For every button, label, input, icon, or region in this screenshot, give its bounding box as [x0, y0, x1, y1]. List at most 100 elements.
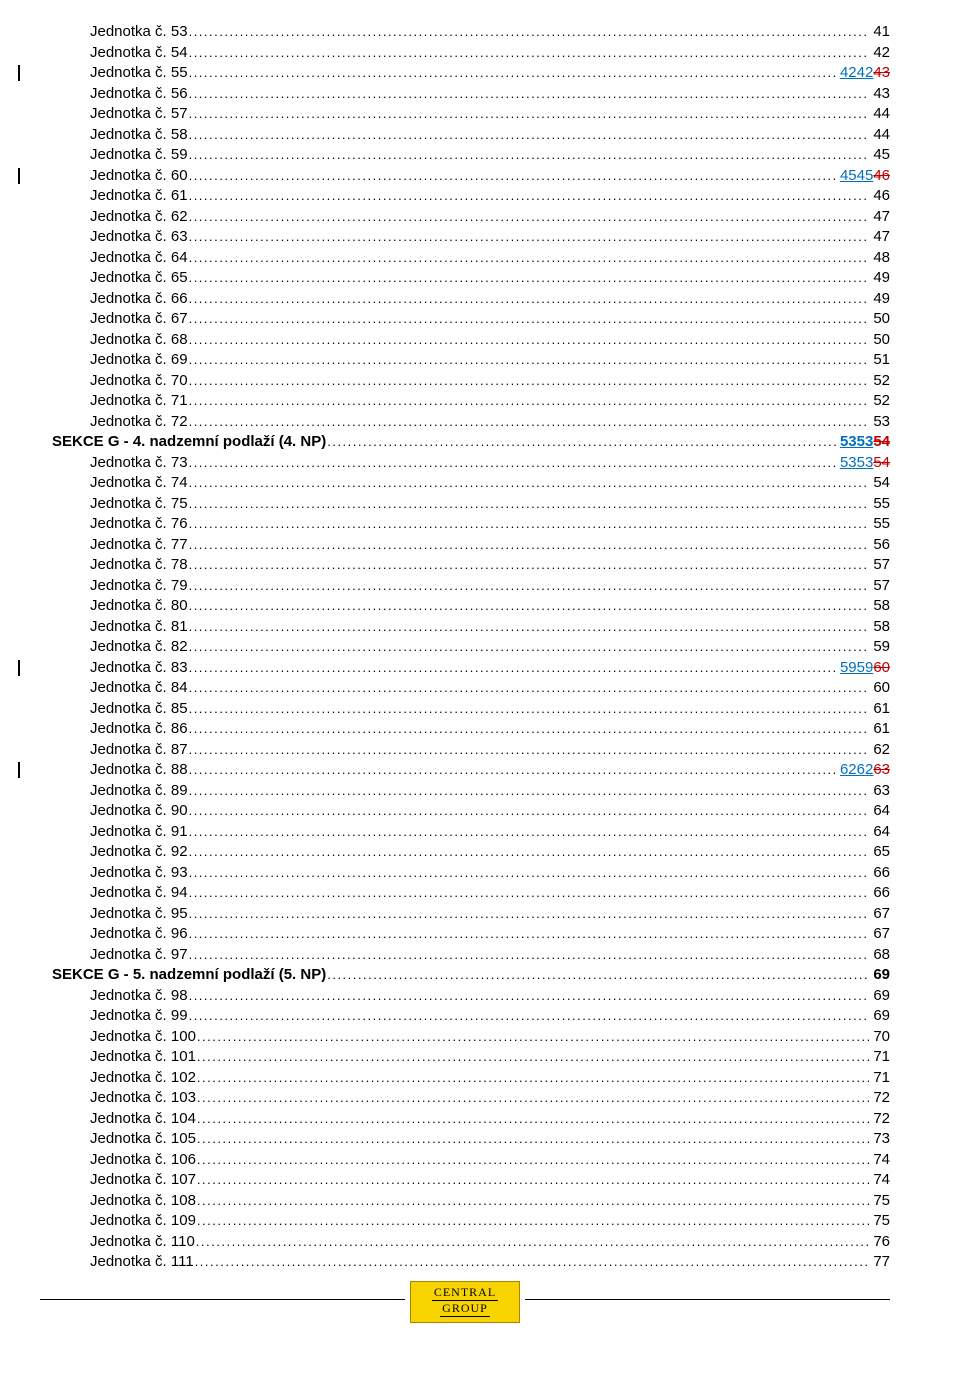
- logo-line-2: GROUP: [440, 1302, 490, 1317]
- toc-entry-label: Jednotka č. 64: [90, 248, 188, 269]
- toc-row: Jednotka č. 65 49: [40, 268, 890, 289]
- toc-page-number: 68: [869, 945, 890, 966]
- toc-leader-dots: [188, 514, 870, 535]
- toc-entry-label: Jednotka č. 111: [90, 1252, 194, 1273]
- toc-page-number: 50: [869, 330, 890, 351]
- toc-entry-label: Jednotka č. 106: [90, 1150, 196, 1171]
- toc-entry-label: Jednotka č. 55: [90, 63, 188, 84]
- toc-page-number: 69: [869, 1006, 890, 1027]
- toc-leader-dots: [326, 432, 836, 453]
- toc-row: Jednotka č. 59 45: [40, 145, 890, 166]
- toc-leader-dots: [188, 699, 870, 720]
- toc-page-number: 58: [869, 596, 890, 617]
- toc-page-number: 41: [869, 22, 890, 43]
- toc-leader-dots: [188, 740, 870, 761]
- toc-page-number: 626263: [836, 760, 890, 781]
- toc-row: Jednotka č. 55 424243: [40, 63, 890, 84]
- toc-leader-dots: [188, 924, 870, 945]
- toc-entry-label: Jednotka č. 57: [90, 104, 188, 125]
- toc-page-number: 45: [869, 145, 890, 166]
- footer-rule-right: [525, 1299, 890, 1300]
- toc-page-number: 47: [869, 227, 890, 248]
- toc-row: Jednotka č. 85 61: [40, 699, 890, 720]
- toc-row: Jednotka č. 108 75: [40, 1191, 890, 1212]
- toc-entry-label: Jednotka č. 100: [90, 1027, 196, 1048]
- toc-entry-label: Jednotka č. 104: [90, 1109, 196, 1130]
- toc-page-number: 55: [869, 514, 890, 535]
- toc-page-number: 75: [869, 1211, 890, 1232]
- toc-row: Jednotka č. 83 595960: [40, 658, 890, 679]
- toc-page-number: 71: [869, 1047, 890, 1068]
- toc-leader-dots: [188, 268, 870, 289]
- toc-leader-dots: [196, 1211, 869, 1232]
- toc-row: Jednotka č. 104 72: [40, 1109, 890, 1130]
- toc-entry-label: Jednotka č. 95: [90, 904, 188, 925]
- toc-row: Jednotka č. 67 50: [40, 309, 890, 330]
- toc-entry-label: Jednotka č. 82: [90, 637, 188, 658]
- toc-page-number: 56: [869, 535, 890, 556]
- toc-leader-dots: [188, 719, 870, 740]
- toc-row: Jednotka č. 87 62: [40, 740, 890, 761]
- toc-entry-label: Jednotka č. 72: [90, 412, 188, 433]
- change-bar-icon: [18, 660, 20, 676]
- toc-entry-label: Jednotka č. 65: [90, 268, 188, 289]
- toc-row: Jednotka č. 76 55: [40, 514, 890, 535]
- toc-page-number: 58: [869, 617, 890, 638]
- toc-page-number: 75: [869, 1191, 890, 1212]
- toc-entry-label: Jednotka č. 80: [90, 596, 188, 617]
- toc-leader-dots: [188, 412, 870, 433]
- toc-page-number: 73: [869, 1129, 890, 1150]
- toc-page-number: 65: [869, 842, 890, 863]
- toc-row: Jednotka č. 54 42: [40, 43, 890, 64]
- toc-leader-dots: [188, 781, 870, 802]
- toc-entry-label: Jednotka č. 93: [90, 863, 188, 884]
- toc-entry-label: Jednotka č. 86: [90, 719, 188, 740]
- toc-row: Jednotka č. 92 65: [40, 842, 890, 863]
- toc-page-number: 53: [869, 412, 890, 433]
- toc-row: SEKCE G - 5. nadzemní podlaží (5. NP) 69: [40, 965, 890, 986]
- toc-page-number: 47: [869, 207, 890, 228]
- toc-leader-dots: [188, 43, 870, 64]
- toc-row: Jednotka č. 86 61: [40, 719, 890, 740]
- toc-row: Jednotka č. 56 43: [40, 84, 890, 105]
- toc-page-number: 63: [869, 781, 890, 802]
- toc-leader-dots: [188, 227, 870, 248]
- toc-row: Jednotka č. 80 58: [40, 596, 890, 617]
- revision-delete: 43: [873, 64, 890, 81]
- toc-page-number: 64: [869, 801, 890, 822]
- toc-page-number: 60: [869, 678, 890, 699]
- toc-entry-label: Jednotka č. 69: [90, 350, 188, 371]
- toc-leader-dots: [196, 1068, 869, 1089]
- toc-leader-dots: [194, 1252, 870, 1273]
- toc-entry-label: Jednotka č. 108: [90, 1191, 196, 1212]
- toc-entry-label: Jednotka č. 83: [90, 658, 188, 679]
- toc-entry-label: Jednotka č. 70: [90, 371, 188, 392]
- toc-entry-label: Jednotka č. 87: [90, 740, 188, 761]
- toc-row: SEKCE G - 4. nadzemní podlaží (4. NP) 53…: [40, 432, 890, 453]
- toc-page-number: 46: [869, 186, 890, 207]
- toc-entry-label: Jednotka č. 66: [90, 289, 188, 310]
- toc-row: Jednotka č. 69 51: [40, 350, 890, 371]
- revision-insert: 6262: [840, 761, 873, 778]
- toc-row: Jednotka č. 53 41: [40, 22, 890, 43]
- toc-entry-label: Jednotka č. 99: [90, 1006, 188, 1027]
- toc-entry-label: Jednotka č. 107: [90, 1170, 196, 1191]
- toc-row: Jednotka č. 81 58: [40, 617, 890, 638]
- toc-leader-dots: [188, 22, 870, 43]
- toc-entry-label: Jednotka č. 90: [90, 801, 188, 822]
- toc-leader-dots: [196, 1170, 869, 1191]
- toc-page-number: 76: [869, 1232, 890, 1253]
- toc-leader-dots: [326, 965, 869, 986]
- toc-leader-dots: [188, 371, 870, 392]
- toc-row: Jednotka č. 101 71: [40, 1047, 890, 1068]
- toc-page-number: 52: [869, 391, 890, 412]
- toc-leader-dots: [188, 678, 870, 699]
- toc-row: Jednotka č. 70 52: [40, 371, 890, 392]
- toc-entry-label: Jednotka č. 81: [90, 617, 188, 638]
- change-bar-icon: [18, 168, 20, 184]
- toc-page-number: 64: [869, 822, 890, 843]
- toc-leader-dots: [188, 207, 870, 228]
- toc-page-number: 61: [869, 699, 890, 720]
- revision-delete: 63: [873, 761, 890, 778]
- toc-leader-dots: [188, 63, 836, 84]
